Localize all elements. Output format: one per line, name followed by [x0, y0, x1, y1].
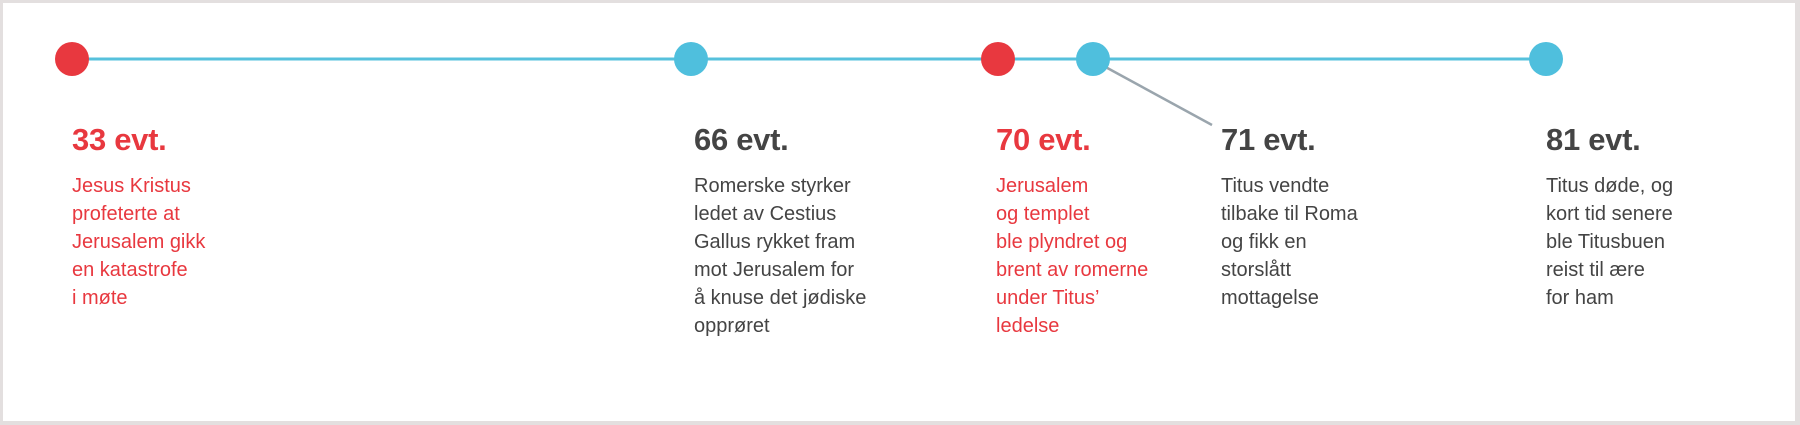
description-line: profeterte at — [72, 203, 180, 225]
description-line: reist til ære — [1546, 259, 1645, 281]
event-81: 81 evt. Titus døde, og kort tid senere ble … — [1546, 120, 1673, 312]
description-line: under Titus’ — [996, 287, 1100, 309]
description-line: Jesus Kristus — [72, 175, 191, 197]
description-line: mot Jerusalem for — [694, 259, 855, 281]
timeline-dot-33 — [55, 42, 89, 76]
description-line: en katastrofe — [72, 259, 188, 281]
description-line: å knuse det jødiske — [694, 287, 867, 309]
description-line: storslått — [1221, 259, 1292, 281]
event-description: Romerske styrker ledet av Cestius Gallus r… — [694, 172, 866, 340]
timeline-dot-81 — [1529, 42, 1563, 76]
description-line: og fikk en — [1221, 231, 1307, 253]
event-year: 71 evt. — [1221, 122, 1316, 157]
description-line: ledet av Cestius — [694, 203, 837, 225]
event-description: Titus vendte tilbake til Roma og fikk en st… — [1221, 172, 1358, 312]
event-year: 70 evt. — [996, 122, 1091, 157]
description-line: Jerusalem — [996, 175, 1089, 197]
description-line: Gallus rykket fram — [694, 231, 856, 253]
description-line: Titus døde, og — [1546, 175, 1674, 197]
event-description: Titus døde, og kort tid senere ble Titusbu… — [1546, 172, 1673, 312]
timeline-panel — [3, 3, 1795, 421]
description-line: kort tid senere — [1546, 203, 1673, 225]
description-line: ble Titusbuen — [1546, 231, 1665, 253]
description-line: opprøret — [694, 315, 770, 337]
timeline-dot-66 — [674, 42, 708, 76]
description-line: brent av romerne — [996, 259, 1149, 281]
event-year: 81 evt. — [1546, 122, 1641, 157]
event-66: 66 evt. Romerske styrker ledet av Cestius G… — [694, 120, 866, 340]
description-line: ledelse — [996, 315, 1060, 337]
description-line: mottagelse — [1221, 287, 1319, 309]
event-description: Jesus Kristus profeterte at Jerusalem gikk… — [72, 172, 205, 312]
description-line: ble plyndret og — [996, 231, 1128, 253]
description-line: Titus vendte — [1221, 175, 1330, 197]
timeline-dot-71 — [1076, 42, 1110, 76]
event-year: 33 evt. — [72, 122, 167, 157]
event-description: Jerusalem og templet ble plyndret og brent … — [996, 172, 1148, 340]
description-line: og templet — [996, 203, 1090, 225]
description-line: for ham — [1546, 287, 1614, 309]
event-71: 71 evt. Titus vendte tilbake til Roma og fi… — [1221, 120, 1358, 312]
description-line: Jerusalem gikk — [72, 231, 206, 253]
description-line: tilbake til Roma — [1221, 203, 1358, 225]
event-33: 33 evt. Jesus Kristus profeterte at Jerusal… — [72, 120, 205, 312]
description-line: Romerske styrker — [694, 175, 851, 197]
description-line: i møte — [72, 287, 128, 309]
event-year: 66 evt. — [694, 122, 789, 157]
timeline-dot-70 — [981, 42, 1015, 76]
connector-line — [1099, 62, 1213, 127]
event-70: 70 evt. Jerusalem og templet ble plyndret o… — [996, 120, 1148, 340]
